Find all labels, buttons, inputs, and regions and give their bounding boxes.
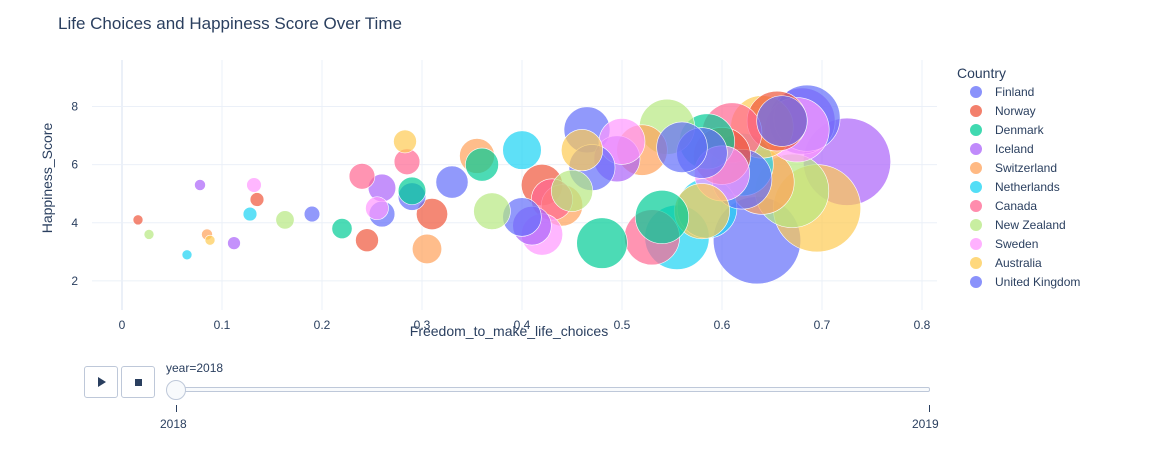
chart-title: Life Choices and Happiness Score Over Ti… [58, 14, 402, 33]
bubble-norway[interactable] [416, 198, 448, 231]
legend-marker [970, 124, 982, 136]
bubble-new-zealand[interactable] [473, 192, 511, 230]
bubble-finland[interactable] [756, 95, 808, 147]
bubble-denmark[interactable] [635, 189, 689, 244]
bubble-iceland[interactable] [227, 236, 241, 250]
slider-tick-2018 [176, 405, 177, 412]
legend-marker [970, 86, 982, 98]
legend-label: Finland [995, 85, 1034, 99]
bubble-netherlands[interactable] [242, 206, 258, 222]
y-tick-label: 2 [71, 274, 78, 288]
stop-icon [134, 378, 142, 386]
legend-item-norway[interactable]: Norway [970, 104, 1036, 118]
legend-item-switzerland[interactable]: Switzerland [970, 161, 1057, 175]
legend-label: Canada [995, 199, 1037, 213]
x-tick-label: 0.8 [914, 318, 931, 332]
bubble-canada[interactable] [348, 163, 376, 190]
legend-marker [970, 219, 982, 231]
legend-label: Sweden [995, 237, 1038, 251]
legend-marker [970, 276, 982, 288]
bubble-denmark[interactable] [331, 218, 353, 240]
legend-marker [970, 105, 982, 117]
slider-tick-2019 [929, 405, 930, 412]
play-icon [98, 377, 106, 387]
x-tick-label: 0.5 [614, 318, 631, 332]
bubble-australia[interactable] [560, 129, 603, 172]
bubble-denmark[interactable] [465, 147, 499, 182]
stop-button[interactable] [121, 366, 155, 398]
bubble-new-zealand[interactable] [143, 229, 155, 240]
bubble-sweden[interactable] [246, 177, 262, 193]
bubble-united-kingdom[interactable] [435, 165, 469, 199]
x-tick-label: 0.1 [214, 318, 231, 332]
slider-step-label-2018[interactable]: 2018 [160, 417, 187, 431]
bubble-australia[interactable] [393, 129, 417, 154]
legend-item-new-zealand[interactable]: New Zealand [970, 218, 1066, 232]
legend-title: Country [957, 65, 1006, 81]
x-tick-label: 0 [119, 318, 126, 332]
legend-marker [970, 181, 982, 193]
x-tick-label: 0.7 [814, 318, 831, 332]
bubble-sweden[interactable] [365, 196, 389, 221]
bubble-iceland[interactable] [194, 179, 206, 191]
legend-item-canada[interactable]: Canada [970, 199, 1037, 213]
y-tick-label: 6 [71, 158, 78, 172]
legend-item-denmark[interactable]: Denmark [970, 123, 1045, 137]
bubble-australia[interactable] [204, 234, 216, 246]
legend-item-australia[interactable]: Australia [970, 256, 1042, 270]
legend-item-united-kingdom[interactable]: United Kingdom [970, 275, 1080, 289]
bubble-united-kingdom[interactable] [656, 121, 708, 173]
x-tick-label: 0.6 [714, 318, 731, 332]
bubble-layer [132, 84, 891, 285]
bubble-finland[interactable] [303, 205, 321, 223]
legend-marker [970, 162, 982, 174]
legend-item-sweden[interactable]: Sweden [970, 237, 1038, 251]
play-button[interactable] [84, 366, 118, 398]
bubble-norway[interactable] [355, 228, 379, 253]
legend-item-finland[interactable]: Finland [970, 85, 1034, 99]
bubble-netherlands[interactable] [181, 249, 193, 261]
legend-label: New Zealand [995, 218, 1066, 232]
legend-label: Iceland [995, 142, 1034, 156]
bubble-new-zealand[interactable] [275, 210, 295, 230]
legend-label: Norway [995, 104, 1036, 118]
legend-label: Australia [995, 256, 1042, 270]
bubble-netherlands[interactable] [502, 130, 542, 170]
legend-marker [970, 200, 982, 212]
legend-label: United Kingdom [995, 275, 1080, 289]
slider-step-label-2019[interactable]: 2019 [912, 417, 939, 431]
legend-marker [970, 257, 982, 269]
x-tick-label: 0.2 [314, 318, 331, 332]
legend-item-netherlands[interactable]: Netherlands [970, 180, 1060, 194]
slider-current-value: year=2018 [166, 361, 224, 375]
legend-marker [970, 143, 982, 155]
legend-item-iceland[interactable]: Iceland [970, 142, 1034, 156]
legend-label: Netherlands [995, 180, 1060, 194]
bubble-denmark[interactable] [576, 217, 628, 269]
tick-layer: 0 0.1 0.2 0.3 0.4 0.5 0.6 0.7 0.8 2 4 6 8 [71, 100, 930, 332]
bubble-norway[interactable] [249, 192, 265, 207]
bubble-denmark[interactable] [397, 176, 427, 205]
bubble-switzerland[interactable] [411, 233, 443, 264]
y-axis-title: Happiness_Score [39, 123, 55, 234]
bubble-norway[interactable] [132, 214, 144, 226]
y-tick-label: 8 [71, 100, 78, 114]
legend[interactable]: Finland Norway Denmark Iceland Switzerland Ne… [970, 85, 1080, 289]
legend-label: Switzerland [995, 161, 1057, 175]
bubble-new-zealand[interactable] [550, 169, 593, 212]
legend-marker [970, 238, 982, 250]
legend-label: Denmark [995, 123, 1045, 137]
x-axis-title: Freedom_to_make_life_choices [410, 323, 608, 339]
y-tick-label: 4 [71, 216, 78, 230]
slider-track[interactable] [176, 387, 930, 392]
x-tick-label: 0.3 [414, 318, 431, 332]
x-tick-label: 0.4 [514, 318, 531, 332]
slider-handle[interactable] [166, 380, 186, 400]
